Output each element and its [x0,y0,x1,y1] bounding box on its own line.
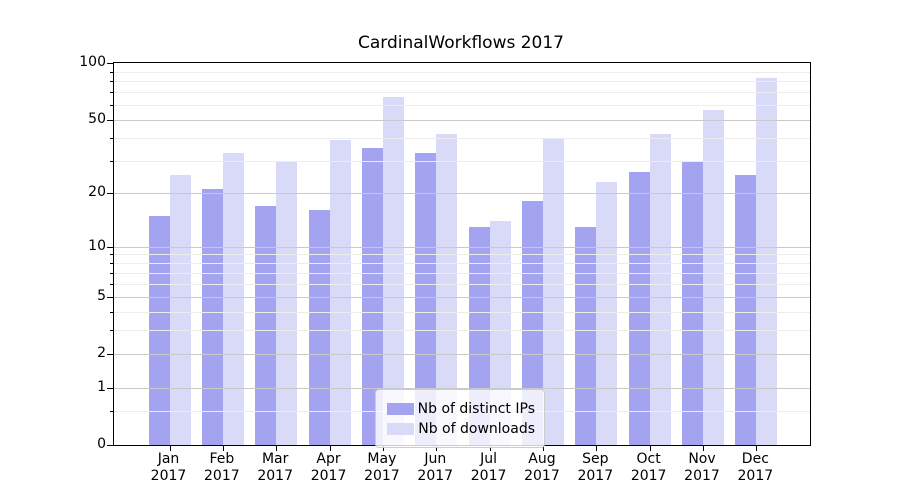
x-tick-label-jul: Jul 2017 [470,451,507,484]
y-tick-mark-minor [110,81,113,83]
x-tick-mark [222,445,224,451]
bar-downloads-may [382,96,404,445]
x-tick-mark [489,445,491,451]
y-tick-mark-minor [110,92,113,94]
x-tick-mark [756,445,758,451]
legend-swatch-distinct-ips [387,402,414,415]
x-tick-mark [382,445,384,451]
y-tick-label-5: 5 [97,287,106,304]
gridline-minor-90 [114,71,810,73]
x-tick-label-mar: Mar 2017 [257,451,293,484]
bar-downloads-oct [649,133,671,445]
legend-label-distinct-ips: Nb of distinct IPs [417,400,535,417]
x-tick-label-jun: Jun 2017 [417,451,454,484]
bar-distinct-ips-feb [201,189,223,445]
bar-distinct-ips-sep [575,226,597,445]
bar-distinct-ips-nov [682,160,703,445]
chart-title: CardinalWorkflows 2017 [358,33,564,53]
y-tick-mark-major [107,193,113,194]
x-tick-label-nov: Nov 2017 [684,451,720,484]
y-tick-label-0: 0 [97,436,106,452]
x-tick-label-feb: Feb 2017 [204,451,240,484]
bar-downloads-mar [276,160,298,445]
x-tick-mark [169,445,171,451]
y-tick-mark-minor [110,283,113,285]
y-tick-mark-minor [110,330,113,332]
x-tick-mark [703,445,704,451]
x-tick-label-jan: Jan 2017 [150,451,187,484]
bar-downloads-sep [596,181,618,445]
x-tick-label-sep: Sep 2017 [577,451,614,484]
legend-label-downloads: Nb of downloads [418,420,535,437]
y-tick-mark-major [107,354,113,356]
bar-downloads-aug [542,137,564,445]
y-tick-mark-minor [110,272,113,274]
y-tick-mark-minor [110,311,113,313]
y-tick-mark-minor [110,263,113,265]
x-tick-mark [276,445,278,451]
gridline-minor-80 [114,81,810,83]
bar-downloads-apr [329,139,351,445]
bar-distinct-ips-dec [735,175,757,445]
bar-distinct-ips-may [361,148,383,445]
gridline-minor-60 [114,104,810,106]
plot-area: Nb of distinct IPs Nb of downloads [107,62,811,451]
y-tick-label-10: 10 [88,237,106,254]
y-tick-mark-minor [110,71,113,73]
y-tick-mark-minor [110,137,113,139]
y-tick-mark-minor [110,411,113,413]
y-tick-mark-major [107,445,113,446]
y-tick-label-1: 1 [97,378,106,395]
x-tick-mark [542,445,544,451]
y-tick-mark-major [107,119,113,121]
legend-swatch-downloads [387,422,414,435]
y-tick-mark-minor [110,254,113,256]
y-tick-label-20: 20 [88,184,106,200]
legend-item-distinct-ips: Nb of distinct IPs [385,400,535,417]
bar-distinct-ips-aug [521,201,543,445]
x-tick-label-aug: Aug 2017 [524,451,560,484]
y-tick-mark-major [107,387,113,389]
y-tick-mark-minor [110,104,113,106]
bar-distinct-ips-jun [415,153,437,445]
y-tick-mark-major [107,296,113,298]
y-tick-mark-minor [110,160,113,162]
x-tick-mark [329,445,331,451]
bar-downloads-jan [169,175,191,445]
bar-downloads-nov [703,110,724,445]
bar-downloads-jul [489,220,511,445]
x-tick-mark [596,445,598,451]
bar-downloads-dec [756,78,778,445]
y-tick-label-2: 2 [97,345,106,362]
y-tick-label-100: 100 [79,54,106,70]
gridline-minor-70 [114,92,810,94]
bar-downloads-feb [222,153,244,445]
y-tick-mark-major [107,246,113,248]
x-tick-label-apr: Apr 2017 [310,451,347,484]
legend-item-downloads: Nb of downloads [385,420,535,437]
bar-distinct-ips-oct [628,172,650,445]
bar-distinct-ips-jan [148,215,170,445]
bar-distinct-ips-mar [255,205,277,445]
bar-distinct-ips-apr [308,210,330,445]
bar-downloads-jun [436,133,458,445]
x-tick-mark [649,445,651,451]
legend: Nb of distinct IPs Nb of downloads [375,389,545,448]
y-tick-label-50: 50 [88,110,106,127]
x-tick-label-oct: Oct 2017 [630,451,667,484]
x-tick-label-may: May 2017 [364,451,400,484]
y-tick-mark-major [107,63,113,64]
x-tick-label-dec: Dec 2017 [737,451,774,484]
x-tick-mark [436,445,438,451]
